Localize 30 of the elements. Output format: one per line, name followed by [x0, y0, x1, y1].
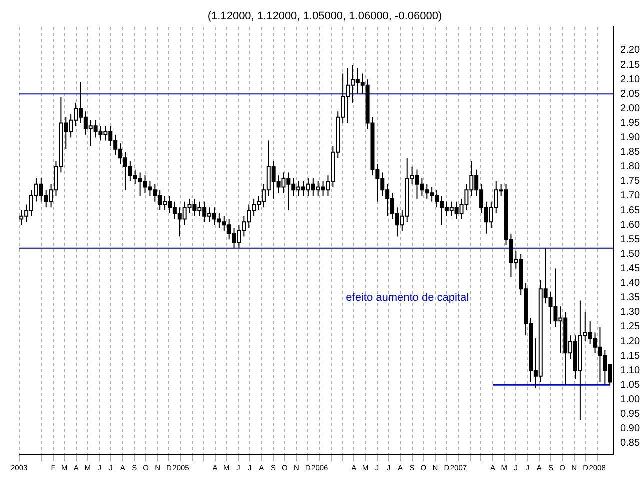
y-tick-label: 1.50: [620, 248, 640, 260]
y-tick-label: 0.85: [620, 438, 640, 450]
y-tick-label: 2.20: [620, 45, 640, 56]
y-tick-label: 2.05: [620, 88, 640, 100]
y-tick-label: 1.30: [620, 307, 640, 318]
y-tick-label: 1.75: [620, 176, 640, 188]
y-tick-label: 2.15: [620, 60, 640, 71]
y-tick-label: 1.00: [620, 394, 640, 406]
y-tick-label: 1.25: [620, 322, 640, 333]
y-tick-label: 2.00: [620, 103, 640, 114]
y-tick-label: 1.65: [620, 205, 640, 216]
chart-title: (1.12000, 1.12000, 1.05000, 1.06000, -0.06000): [208, 10, 442, 23]
y-tick-label: 1.95: [620, 118, 640, 129]
y-tick-label: 1.10: [620, 365, 640, 376]
y-tick-label: 1.45: [620, 263, 640, 274]
y-tick-label: 1.85: [620, 147, 640, 158]
y-tick-label: 0.90: [620, 424, 640, 435]
y-tick-label: 1.80: [620, 162, 640, 173]
y-tick-label: 1.55: [620, 234, 640, 246]
y-tick-label: 1.20: [620, 336, 640, 348]
y-tick-label: 1.90: [620, 132, 640, 144]
y-tick-label: 1.35: [620, 292, 640, 304]
y-tick-label: 0.95: [620, 409, 640, 420]
annotation: efeito aumento de capital: [346, 292, 470, 304]
y-tick-label: 1.05: [620, 380, 640, 391]
y-tick-label: 1.70: [620, 190, 640, 202]
y-tick-label: 1.60: [620, 220, 640, 231]
y-tick-label: 1.15: [620, 350, 640, 362]
y-tick-label: 2.10: [620, 74, 640, 86]
y-tick-label: 1.40: [620, 278, 640, 290]
